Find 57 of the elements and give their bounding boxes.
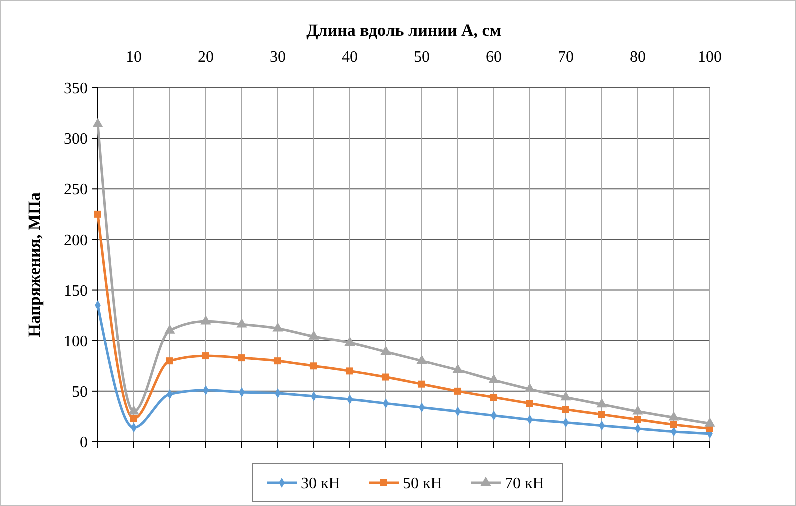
point <box>200 316 212 325</box>
point <box>418 380 426 388</box>
y-tick-label: 100 <box>64 333 88 350</box>
point <box>524 383 536 392</box>
point <box>166 358 174 365</box>
point <box>202 352 210 360</box>
point <box>670 421 678 428</box>
x-tick-label: 100 <box>698 49 722 66</box>
point <box>704 418 716 427</box>
point <box>274 358 282 365</box>
point <box>238 354 246 362</box>
point <box>94 210 102 218</box>
x-tick-label: 80 <box>630 49 646 66</box>
x-axis-title: Длина вдоль линии А, см <box>306 21 502 40</box>
y-axis-title: Напряжения, МПа <box>25 192 44 338</box>
point <box>562 406 570 414</box>
y-tick-label: 350 <box>64 80 88 98</box>
point <box>632 406 644 415</box>
point <box>488 374 500 384</box>
point <box>454 388 462 395</box>
legend-label: 70 кН <box>505 476 545 493</box>
y-tick-label: 250 <box>64 182 88 199</box>
x-tick-label: 40 <box>342 49 358 66</box>
legend-label: 50 кН <box>403 476 443 493</box>
y-tick-label: 150 <box>64 282 88 300</box>
x-tick-label: 70 <box>558 49 574 66</box>
point <box>164 324 176 334</box>
x-tick-label: 50 <box>414 49 430 66</box>
x-tick-label: 20 <box>198 49 214 66</box>
point <box>598 411 606 418</box>
point <box>382 374 390 381</box>
point <box>308 330 320 340</box>
point <box>346 368 354 375</box>
x-tick-label: 60 <box>486 49 502 66</box>
point <box>416 354 428 364</box>
point <box>634 416 642 424</box>
legend-label: 30 кН <box>301 476 341 493</box>
point <box>128 406 140 415</box>
point <box>92 118 104 128</box>
point <box>490 394 498 401</box>
y-tick-label: 300 <box>64 131 88 148</box>
point <box>560 391 572 401</box>
y-tick-label: 200 <box>64 232 88 250</box>
point <box>668 412 680 421</box>
point <box>380 346 392 356</box>
x-tick-label: 30 <box>270 49 286 66</box>
y-tick-label: 50 <box>72 384 88 402</box>
point <box>272 322 284 332</box>
point <box>236 318 248 328</box>
point <box>344 336 356 346</box>
point <box>452 364 464 374</box>
point <box>310 362 318 370</box>
x-tick-label: 10 <box>126 49 142 66</box>
point <box>596 398 608 408</box>
point <box>526 400 534 408</box>
point <box>130 415 138 422</box>
y-tick-label: 0 <box>80 434 88 452</box>
